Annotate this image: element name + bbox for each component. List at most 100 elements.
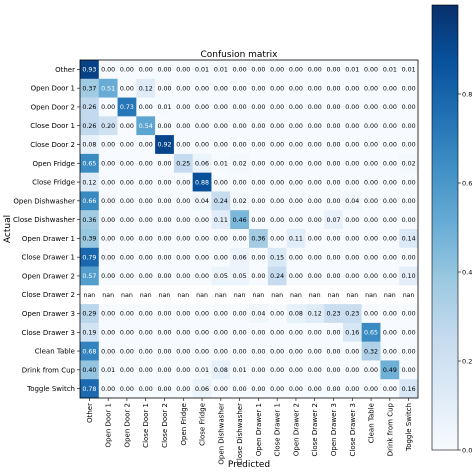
cell-value-label: 0.26 bbox=[82, 104, 96, 111]
heatmap-cell bbox=[267, 304, 287, 324]
heatmap-cell bbox=[286, 229, 306, 249]
plot-frame bbox=[79, 59, 419, 399]
heatmap-cell bbox=[230, 191, 250, 211]
cell-value-label: 0.00 bbox=[195, 236, 209, 243]
x-tick-label: Toggle Switch bbox=[405, 403, 413, 452]
heatmap-cell bbox=[80, 153, 100, 173]
cell-value-label: 0.02 bbox=[402, 160, 416, 167]
cell-value-label: 0.00 bbox=[214, 179, 228, 186]
cell-value-label: 0.00 bbox=[364, 160, 378, 167]
cell-value-label: 0.00 bbox=[157, 311, 171, 318]
cell-value-label: 0.00 bbox=[139, 236, 153, 243]
cell-value-label: 0.00 bbox=[364, 217, 378, 224]
cell-value-label: 0.00 bbox=[176, 198, 190, 205]
heatmap-cell bbox=[399, 60, 419, 80]
heatmap-cell bbox=[380, 285, 400, 305]
heatmap-cell bbox=[324, 135, 344, 155]
heatmap-cell bbox=[98, 60, 118, 80]
cell-value-label: 0.15 bbox=[270, 254, 284, 261]
heatmap-cell bbox=[80, 210, 100, 230]
cell-value-label: 0.00 bbox=[120, 386, 134, 393]
cell-value-label: 0.00 bbox=[176, 179, 190, 186]
cell-value-label: 0.01 bbox=[402, 67, 416, 74]
cell-value-label: 0.00 bbox=[120, 217, 134, 224]
cell-value-label: 0.00 bbox=[176, 142, 190, 149]
y-tick-label: Close Door 2 bbox=[30, 141, 75, 149]
heatmap-cell bbox=[230, 97, 250, 117]
cell-value-label: 0.00 bbox=[364, 198, 378, 205]
heatmap-cell bbox=[211, 153, 231, 173]
heatmap-cell bbox=[192, 153, 212, 173]
cell-value-label: 0.00 bbox=[345, 236, 359, 243]
heatmap-cell bbox=[267, 116, 287, 136]
cell-value-label: nan bbox=[252, 292, 264, 299]
heatmap-cell bbox=[155, 78, 175, 98]
heatmap-cell bbox=[136, 360, 156, 380]
cell-value-label: 0.24 bbox=[270, 273, 284, 280]
cell-value-label: 0.00 bbox=[308, 217, 322, 224]
heatmap-cell bbox=[324, 360, 344, 380]
heatmap-cell bbox=[211, 247, 231, 267]
colorbar-tick-label: 0.6 bbox=[462, 180, 472, 188]
heatmap-cell bbox=[136, 285, 156, 305]
heatmap-cell bbox=[173, 285, 193, 305]
heatmap-cell bbox=[361, 247, 381, 267]
heatmap-cell bbox=[155, 266, 175, 286]
heatmap-cell bbox=[249, 285, 269, 305]
heatmap-cell bbox=[399, 285, 419, 305]
cell-value-label: 0.00 bbox=[176, 123, 190, 130]
x-tick-label: Clean Table bbox=[368, 403, 376, 443]
heatmap-cell bbox=[80, 247, 100, 267]
cell-value-label: 0.00 bbox=[270, 329, 284, 336]
cell-value-label: 0.00 bbox=[345, 254, 359, 261]
cell-value-label: 0.00 bbox=[289, 254, 303, 261]
heatmap-cell bbox=[155, 116, 175, 136]
cell-value-label: 0.00 bbox=[345, 367, 359, 374]
heatmap-cell bbox=[267, 341, 287, 361]
heatmap-cell bbox=[80, 135, 100, 155]
y-tick-label: Close Drawer 2 bbox=[22, 291, 75, 299]
heatmap-cell bbox=[117, 60, 137, 80]
cell-value-label: 0.00 bbox=[326, 104, 340, 111]
x-tick-label: Other bbox=[86, 403, 94, 423]
heatmap-cell bbox=[230, 360, 250, 380]
heatmap-cell bbox=[80, 116, 100, 136]
heatmap-cell bbox=[80, 172, 100, 192]
cell-value-label: 0.00 bbox=[139, 367, 153, 374]
heatmap-cell bbox=[230, 116, 250, 136]
cell-value-label: 0.00 bbox=[176, 367, 190, 374]
heatmap-cell bbox=[211, 97, 231, 117]
cell-value-label: 0.00 bbox=[251, 217, 265, 224]
cell-value-label: 0.00 bbox=[214, 85, 228, 92]
cell-value-label: 0.00 bbox=[139, 142, 153, 149]
cell-value-label: 0.01 bbox=[233, 367, 247, 374]
cell-value-label: 0.00 bbox=[270, 123, 284, 130]
cell-value-label: 0.54 bbox=[139, 123, 153, 130]
cell-value-label: 0.00 bbox=[402, 142, 416, 149]
cell-value-label: 0.00 bbox=[195, 311, 209, 318]
heatmap-cell bbox=[136, 322, 156, 342]
heatmap-cell bbox=[192, 60, 212, 80]
cell-value-label: 0.01 bbox=[157, 104, 171, 111]
cell-value-label: 0.00 bbox=[176, 273, 190, 280]
x-tick-label: Open Drawer 2 bbox=[292, 403, 300, 456]
cell-value-label: 0.04 bbox=[251, 311, 265, 318]
heatmap-cell bbox=[267, 247, 287, 267]
heatmap-cell bbox=[117, 341, 137, 361]
cell-value-label: 0.00 bbox=[402, 348, 416, 355]
cell-value-label: 0.00 bbox=[139, 254, 153, 261]
y-tick-label: Open Dishwasher bbox=[13, 197, 75, 205]
cell-value-label: 0.00 bbox=[101, 348, 115, 355]
heatmap-cell bbox=[267, 229, 287, 249]
cell-value-label: 0.00 bbox=[101, 254, 115, 261]
heatmap-cell bbox=[324, 97, 344, 117]
heatmap-cell bbox=[155, 229, 175, 249]
heatmap-cell bbox=[136, 60, 156, 80]
heatmap-cell bbox=[173, 153, 193, 173]
heatmap-cell bbox=[230, 135, 250, 155]
x-tick-label: Drink from Cup bbox=[386, 402, 394, 456]
heatmap-cell bbox=[211, 322, 231, 342]
cell-value-label: 0.00 bbox=[251, 198, 265, 205]
cell-value-label: 0.49 bbox=[383, 367, 397, 374]
heatmap-cell bbox=[342, 229, 362, 249]
